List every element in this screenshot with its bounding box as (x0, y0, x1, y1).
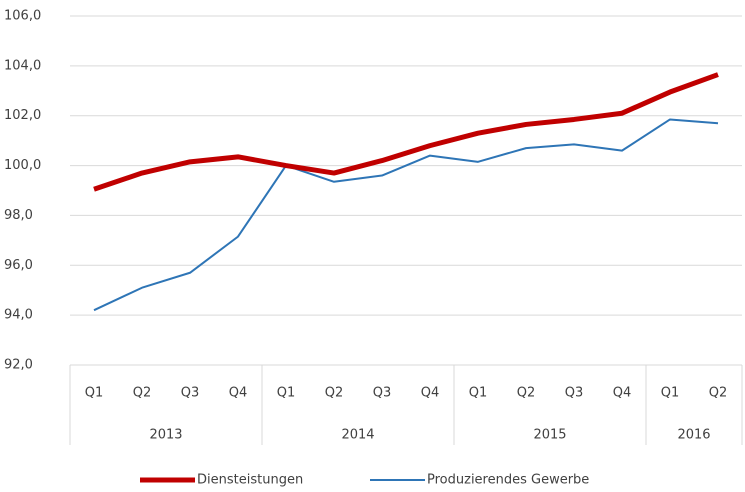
y-tick-label: 96,0 (4, 258, 33, 273)
y-tick-label: 104,0 (4, 58, 41, 73)
x-group-label: 2013 (149, 428, 182, 443)
x-tick-label: Q3 (181, 386, 200, 401)
x-tick-label: Q1 (277, 386, 296, 401)
x-tick-label: Q2 (709, 386, 728, 401)
x-tick-label: Q1 (661, 386, 680, 401)
y-tick-label: 92,0 (4, 358, 33, 373)
y-tick-label: 102,0 (4, 108, 41, 123)
x-tick-label: Q2 (133, 386, 152, 401)
x-tick-label: Q3 (565, 386, 584, 401)
y-tick-label: 106,0 (4, 9, 41, 24)
x-tick-label: Q2 (517, 386, 536, 401)
x-tick-label: Q4 (229, 386, 248, 401)
x-tick-label: Q4 (421, 386, 440, 401)
x-tick-label: Q4 (613, 386, 632, 401)
line-series (93, 72, 719, 192)
x-tick-label: Q2 (325, 386, 344, 401)
x-tick-label: Q1 (469, 386, 488, 401)
y-tick-label: 94,0 (4, 308, 33, 323)
y-tick-label: 98,0 (4, 208, 33, 223)
legend-label: Diensteistungen (197, 473, 303, 488)
x-group-label: 2015 (533, 428, 566, 443)
x-tick-label: Q3 (373, 386, 392, 401)
x-tick-label: Q1 (85, 386, 104, 401)
y-tick-label: 100,0 (4, 158, 41, 173)
x-group-label: 2016 (677, 428, 710, 443)
legend-label: Produzierendes Gewerbe (427, 473, 589, 488)
line-series (93, 118, 719, 312)
x-group-label: 2014 (341, 428, 374, 443)
